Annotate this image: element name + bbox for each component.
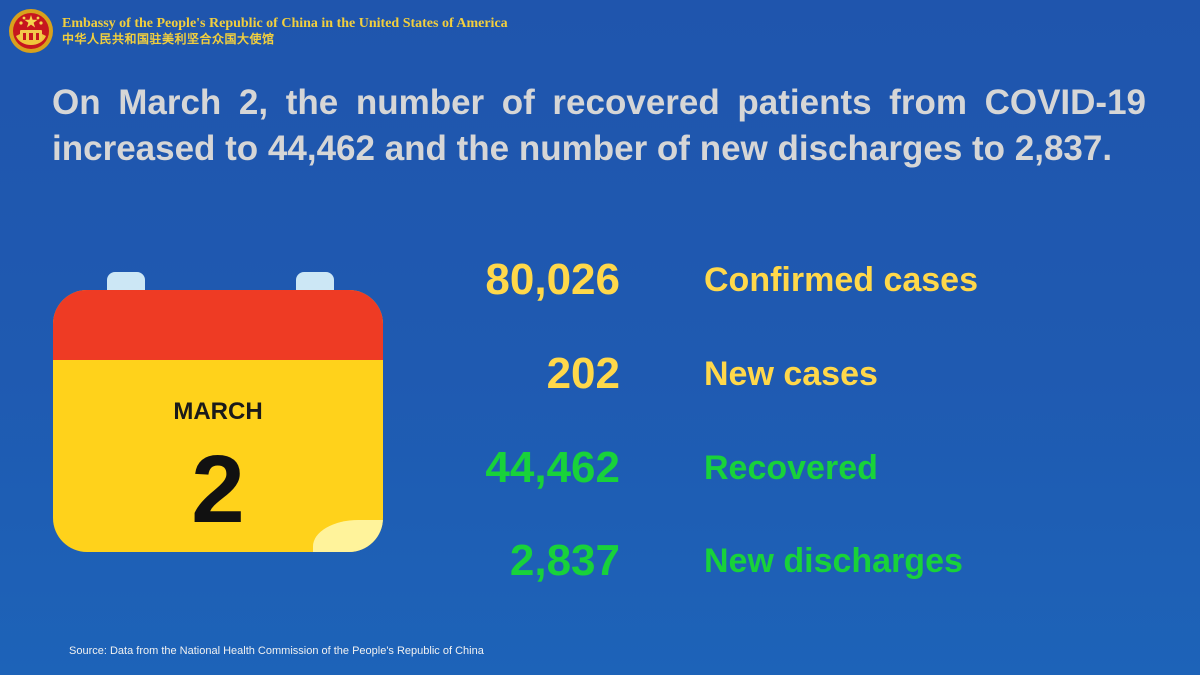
calendar-month: MARCH — [173, 398, 263, 425]
headline-text: On March 2, the number of recovered pati… — [52, 83, 1146, 168]
embassy-name-chinese: 中华人民共和国驻美利坚合众国大使馆 — [62, 32, 275, 47]
new-cases-label: New cases — [704, 355, 878, 393]
national-emblem-icon — [9, 9, 53, 53]
recovered-label: Recovered — [704, 449, 878, 487]
new-cases-value: 202 — [546, 349, 620, 398]
source-note: Source: Data from the National Health Co… — [69, 645, 484, 657]
calendar-icon: MARCH 2 — [53, 272, 383, 552]
embassy-header: Embassy of the People's Republic of Chin… — [8, 8, 508, 54]
embassy-name-block: Embassy of the People's Republic of Chin… — [62, 16, 508, 46]
embassy-name-english: Embassy of the People's Republic of Chin… — [62, 15, 508, 31]
confirmed-cases-value: 80,026 — [485, 255, 620, 304]
recovered-value: 44,462 — [485, 443, 620, 492]
confirmed-cases-label: Confirmed cases — [704, 261, 978, 299]
calendar-header-band — [53, 290, 383, 360]
calendar-day: 2 — [191, 436, 245, 543]
stat-row-new-cases: 202 New cases — [0, 348, 1200, 400]
stat-row-confirmed-cases: 80,026 Confirmed cases — [0, 254, 1200, 306]
stat-row-new-discharges: 2,837 New discharges — [0, 535, 1200, 587]
calendar-body: MARCH 2 — [53, 290, 383, 552]
stat-row-recovered: 44,462 Recovered — [0, 442, 1200, 494]
new-discharges-value: 2,837 — [509, 536, 620, 585]
new-discharges-label: New discharges — [704, 542, 963, 580]
